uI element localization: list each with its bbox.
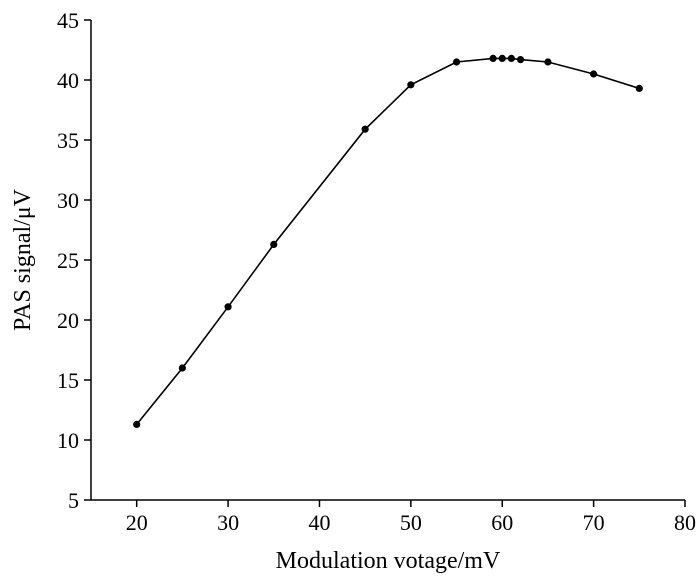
data-point bbox=[489, 54, 497, 63]
data-point bbox=[133, 420, 141, 428]
data-point bbox=[224, 303, 232, 311]
x-tick-label: 30 bbox=[217, 510, 239, 535]
x-axis-title: Modulation votage/mV bbox=[276, 548, 501, 574]
data-point bbox=[590, 70, 598, 78]
x-tick-label: 40 bbox=[308, 510, 330, 535]
data-point bbox=[407, 81, 415, 89]
y-axis-title: PAS signal/μV bbox=[10, 188, 36, 331]
data-point bbox=[270, 240, 278, 248]
y-tick-label: 5 bbox=[68, 488, 79, 513]
data-point bbox=[516, 56, 525, 64]
data-point bbox=[178, 364, 186, 372]
y-tick-label: 30 bbox=[57, 188, 79, 213]
y-tick-label: 45 bbox=[57, 8, 79, 33]
y-tick-label: 40 bbox=[57, 68, 79, 93]
series bbox=[133, 54, 643, 428]
data-point bbox=[498, 54, 506, 63]
data-point bbox=[507, 54, 515, 63]
y-tick-label: 10 bbox=[57, 428, 79, 453]
axes bbox=[90, 20, 685, 501]
y-tick-label: 15 bbox=[57, 368, 79, 393]
data-point bbox=[544, 58, 552, 66]
x-tick-label: 50 bbox=[400, 510, 422, 535]
x-tick-label: 70 bbox=[583, 510, 605, 535]
x-tick-label: 20 bbox=[126, 510, 148, 535]
data-point bbox=[452, 58, 461, 66]
y-tick-label: 25 bbox=[57, 248, 79, 273]
ticks: 20 30 40 50 60 70 80 5 10 15 20 25 30 35 40 45 bbox=[57, 8, 696, 535]
y-tick-label: 35 bbox=[57, 128, 79, 153]
series-line bbox=[136, 57, 640, 425]
data-point bbox=[635, 84, 643, 92]
x-tick-label: 80 bbox=[674, 510, 696, 535]
x-tick-label: 60 bbox=[491, 510, 513, 535]
data-point bbox=[361, 125, 369, 133]
y-tick-label: 20 bbox=[57, 308, 79, 333]
